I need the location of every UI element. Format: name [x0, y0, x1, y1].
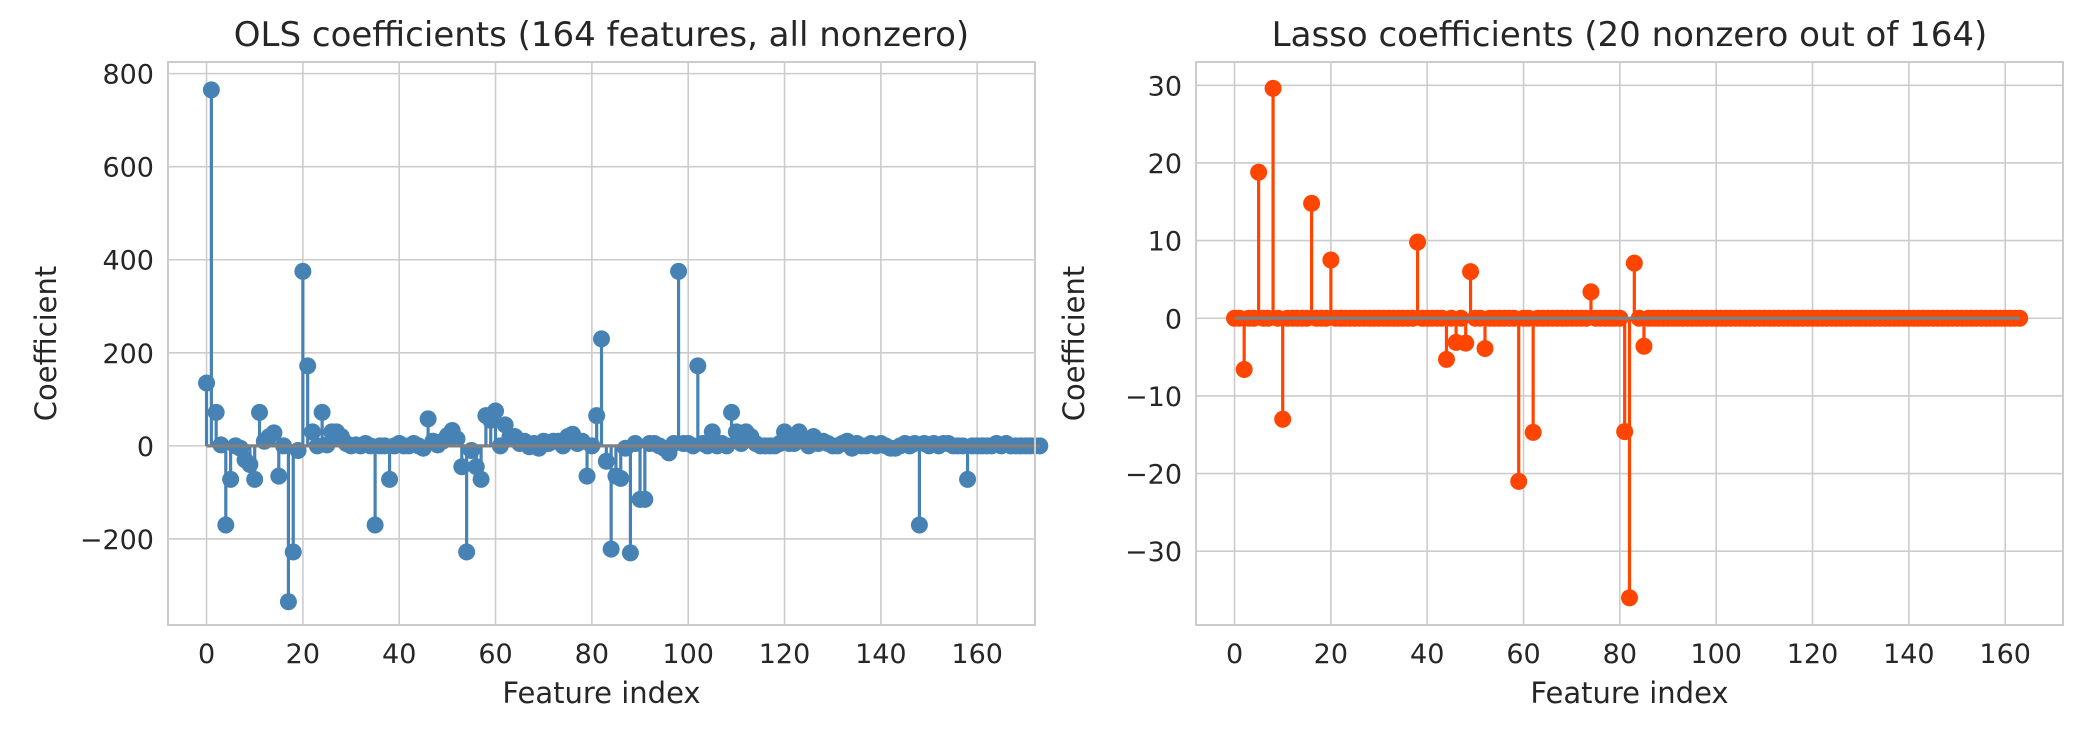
lasso-stem-marker [1274, 410, 1292, 428]
lasso-stem-marker [1250, 163, 1268, 181]
ols-x-axis-label: Feature index [502, 676, 700, 710]
ols-y-tick-label: 800 [102, 60, 154, 91]
lasso-stem-marker [1510, 472, 1528, 490]
ols-stem-marker [294, 262, 312, 280]
ols-stem-marker [304, 423, 321, 441]
lasso-y-tick-label: 30 [1148, 71, 1182, 102]
ols-stem-marker [458, 543, 476, 561]
lasso-panel: 0 20 40 60 80 100 120 140 160 −30 −20 −10 0 10 20 30 La… [1057, 15, 2064, 710]
ols-stem-marker [472, 470, 490, 488]
lasso-stem-marker [1625, 254, 1643, 272]
ols-tick-labels: 0 20 40 60 80 100 120 140 160 −200 0 200 400 600 800 [80, 60, 1003, 670]
lasso-y-tick-label: −20 [1125, 460, 1182, 491]
ols-y-tick-label: 600 [102, 153, 154, 184]
lasso-tick-labels: 0 20 40 60 80 100 120 140 160 −30 −20 −10 0 10 20 30 [1125, 71, 2031, 670]
ols-stem-marker [487, 402, 505, 420]
lasso-stem-marker [1437, 350, 1455, 368]
ols-stem-marker [612, 469, 630, 487]
ols-y-tick-label: 200 [102, 339, 154, 370]
lasso-y-axis-label: Coefficient [1057, 266, 1091, 421]
ols-stem-marker [222, 470, 240, 488]
ols-stem-marker [202, 81, 220, 99]
ols-plot-frame [167, 61, 1036, 626]
lasso-stem-marker [1409, 233, 1427, 251]
lasso-x-tick-label: 120 [1787, 639, 1839, 670]
lasso-x-tick-label: 60 [1506, 639, 1540, 670]
lasso-stem-marker [1524, 423, 1542, 441]
ols-stem-marker [959, 470, 977, 488]
ols-x-tick-label: 60 [478, 639, 512, 670]
ols-chart-title: OLS coefficients (164 features, all nonz… [234, 15, 969, 55]
lasso-x-tick-label: 20 [1314, 639, 1348, 670]
ols-x-tick-label: 80 [575, 639, 609, 670]
ols-x-tick-label: 20 [286, 639, 320, 670]
ols-panel: 0 20 40 60 80 100 120 140 160 −200 0 200 400 600 800 O… [29, 15, 1049, 710]
lasso-chart-title: Lasso coefficients (20 nonzero out of 16… [1272, 15, 1988, 55]
ols-x-tick-label: 0 [198, 639, 215, 670]
ols-stems [198, 81, 1049, 611]
lasso-x-tick-label: 0 [1226, 639, 1243, 670]
ols-y-axis-label: Coefficient [29, 266, 63, 421]
ols-x-tick-label: 100 [662, 639, 714, 670]
ols-x-tick-label: 160 [951, 639, 1003, 670]
lasso-stem-marker [1303, 194, 1321, 212]
ols-stem-marker [636, 490, 654, 508]
ols-stem-marker [621, 544, 639, 562]
lasso-y-tick-label: −10 [1125, 382, 1182, 413]
ols-stem-marker [381, 470, 399, 488]
ols-stem-marker [448, 430, 466, 448]
ols-stem-marker [689, 357, 707, 375]
lasso-x-tick-label: 80 [1603, 639, 1637, 670]
lasso-stem-marker [1457, 334, 1475, 352]
ols-stem-marker [207, 403, 225, 421]
lasso-x-axis-label: Feature index [1530, 676, 1728, 710]
ols-x-tick-label: 140 [855, 639, 907, 670]
ols-stem-marker [578, 467, 596, 485]
lasso-y-tick-label: 10 [1148, 227, 1182, 258]
lasso-stem-marker [1322, 251, 1340, 269]
lasso-y-tick-label: −30 [1125, 537, 1182, 568]
ols-stem-marker [246, 470, 264, 488]
lasso-stem-marker [1635, 337, 1653, 355]
ols-stem-marker [670, 262, 688, 280]
lasso-stems [1226, 79, 2029, 607]
ols-stem-marker [366, 516, 384, 534]
ols-y-tick-label: −200 [80, 525, 154, 556]
lasso-x-tick-label: 100 [1690, 639, 1742, 670]
ols-y-tick-label: 0 [137, 432, 154, 463]
ols-stem-marker [299, 357, 317, 375]
ols-x-tick-label: 40 [382, 639, 416, 670]
lasso-stem-marker [1462, 263, 1480, 281]
ols-stem-marker [284, 543, 302, 561]
lasso-stem-marker [1235, 361, 1253, 379]
lasso-y-tick-label: 20 [1148, 149, 1182, 180]
ols-y-tick-label: 400 [102, 246, 154, 277]
lasso-x-tick-label: 160 [1979, 639, 2031, 670]
ols-stem-marker [270, 467, 288, 485]
lasso-plot-frame [1195, 61, 2064, 626]
ols-stem-marker [602, 540, 620, 558]
lasso-stem-marker [1582, 283, 1600, 301]
lasso-x-tick-label: 40 [1410, 639, 1444, 670]
lasso-stem-marker [1476, 340, 1494, 358]
lasso-stem-marker [1264, 79, 1282, 97]
ols-stem-marker [723, 403, 741, 421]
ols-stem-marker [313, 403, 331, 421]
ols-x-tick-label: 120 [759, 639, 811, 670]
lasso-stem-marker [1621, 589, 1638, 607]
ols-stem-marker [419, 410, 437, 428]
ols-stem-marker [251, 403, 269, 421]
lasso-y-tick-label: 0 [1165, 304, 1182, 335]
lasso-x-tick-label: 140 [1883, 639, 1935, 670]
ols-stem-marker [910, 516, 928, 534]
ols-stem-marker [279, 593, 297, 611]
ols-stem-marker [593, 330, 610, 348]
ols-stem-marker [265, 424, 283, 442]
ols-stem-marker [217, 516, 235, 534]
ols-stem-marker [703, 423, 721, 441]
